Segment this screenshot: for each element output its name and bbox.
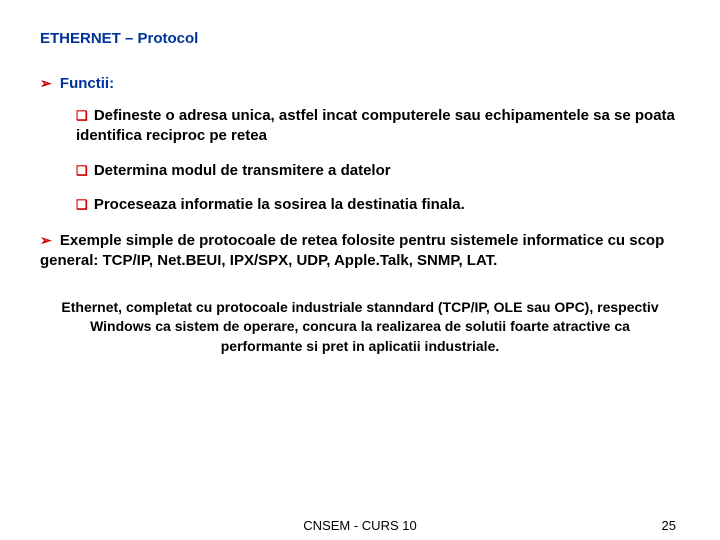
list-item: Defineste o adresa unica, astfel incat c… xyxy=(76,106,680,147)
footer-page-number: 25 xyxy=(662,518,676,533)
list-item: Determina modul de transmitere a datelor xyxy=(76,161,680,181)
footer-course: CNSEM - CURS 10 xyxy=(303,518,416,533)
list-item-text: Defineste o adresa unica, astfel incat c… xyxy=(76,107,675,144)
section-functii-heading: Functii: xyxy=(40,75,680,92)
section-functii-heading-text: Functii: xyxy=(60,75,114,92)
functii-list: Defineste o adresa unica, astfel incat c… xyxy=(40,106,680,215)
list-item: Proceseaza informatie la sosirea la dest… xyxy=(76,195,680,215)
section-exemple: Exemple simple de protocoale de retea fo… xyxy=(40,231,680,272)
list-item-text: Determina modul de transmitere a datelor xyxy=(94,162,391,179)
summary-paragraph: Ethernet, completat cu protocoale indust… xyxy=(40,298,680,357)
list-item-text: Proceseaza informatie la sosirea la dest… xyxy=(94,196,465,213)
page-title: ETHERNET – Protocol xyxy=(40,30,680,47)
section-exemple-text: Exemple simple de protocoale de retea fo… xyxy=(40,232,664,269)
